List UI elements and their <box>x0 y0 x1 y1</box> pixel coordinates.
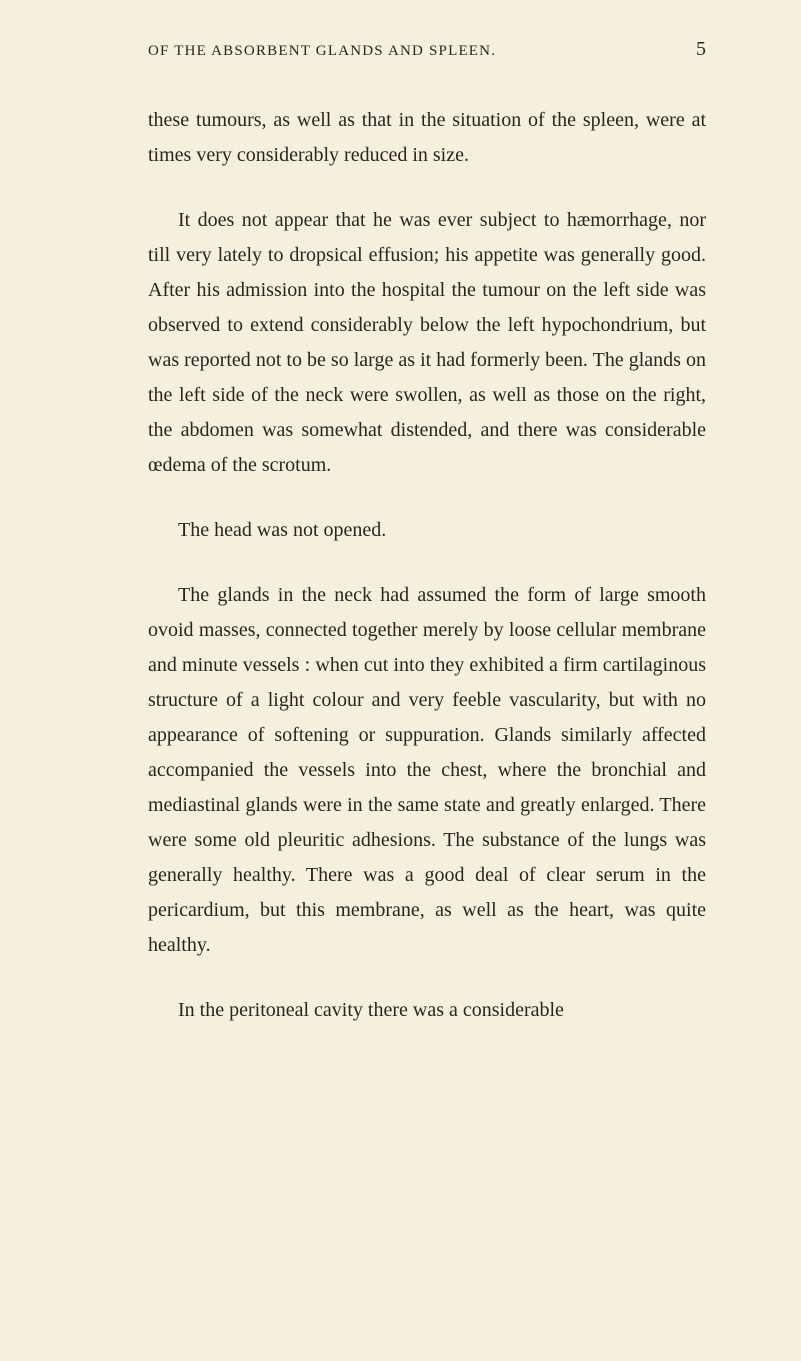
page-number: 5 <box>696 38 706 61</box>
page-header: OF THE ABSORBENT GLANDS AND SPLEEN. 5 <box>148 38 706 61</box>
body-paragraph: The glands in the neck had assumed the f… <box>148 578 706 963</box>
body-paragraph: It does not appear that he was ever subj… <box>148 203 706 483</box>
header-title: OF THE ABSORBENT GLANDS AND SPLEEN. <box>148 43 496 60</box>
body-paragraph: The head was not opened. <box>148 513 706 548</box>
body-paragraph: In the peritoneal cavity there was a con… <box>148 993 706 1028</box>
body-paragraph: these tumours, as well as that in the si… <box>148 103 706 173</box>
